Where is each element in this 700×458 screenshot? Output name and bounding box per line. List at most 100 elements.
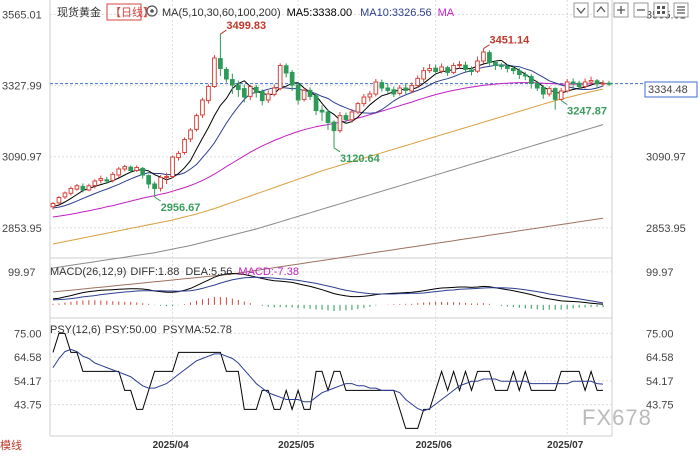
candle-body[interactable] — [319, 109, 325, 113]
candle-body[interactable] — [50, 203, 56, 208]
candle-body[interactable] — [158, 176, 163, 189]
candle-body[interactable] — [349, 111, 355, 121]
candle-body[interactable] — [433, 67, 438, 72]
candle-body[interactable] — [510, 68, 516, 72]
candle-body[interactable] — [469, 69, 474, 72]
candle-body[interactable] — [206, 86, 211, 102]
candle-body[interactable] — [164, 176, 169, 178]
candle-body[interactable] — [409, 85, 415, 92]
psy-panel[interactable] — [52, 332, 604, 429]
sidebar-label[interactable]: 模线 — [0, 438, 22, 452]
candle-body[interactable] — [558, 90, 564, 100]
candle-body[interactable] — [218, 58, 223, 69]
candle-body[interactable] — [301, 89, 307, 100]
macd-panel[interactable] — [52, 272, 604, 312]
candle-body[interactable] — [259, 91, 265, 102]
candle-body[interactable] — [176, 152, 181, 159]
candle-body[interactable] — [86, 185, 92, 191]
candle-body[interactable] — [134, 167, 140, 171]
candle-body[interactable] — [212, 57, 217, 87]
candle-body[interactable] — [74, 185, 80, 190]
candle-body[interactable] — [313, 95, 319, 112]
candle-body[interactable] — [439, 66, 444, 72]
candle-body[interactable] — [600, 82, 606, 85]
candle-body[interactable] — [68, 188, 74, 194]
candle-body[interactable] — [463, 64, 468, 70]
candle-body[interactable] — [200, 99, 205, 116]
candle-body[interactable] — [505, 65, 510, 70]
candle-body[interactable] — [140, 167, 146, 176]
candle-body[interactable] — [588, 80, 594, 83]
candle-body[interactable] — [355, 103, 361, 113]
candle-body[interactable] — [146, 175, 152, 185]
candle-body[interactable] — [582, 81, 588, 87]
candle-body[interactable] — [325, 111, 331, 123]
candle-body[interactable] — [457, 64, 462, 67]
price-panel[interactable]: 3499.83 3451.14 3120.64 2956.67 3247.87 — [50, 20, 645, 293]
period-tag[interactable]: 【日线】 — [110, 5, 154, 19]
candle-body[interactable] — [116, 168, 122, 176]
candle-body[interactable] — [229, 79, 235, 86]
candle-body[interactable] — [379, 82, 385, 89]
candle-body[interactable] — [247, 86, 253, 97]
candle-body[interactable] — [271, 87, 277, 96]
candle-body[interactable] — [415, 77, 421, 87]
settings-icon[interactable] — [146, 5, 158, 17]
minus-icon[interactable] — [633, 2, 649, 18]
candle-body[interactable] — [540, 86, 546, 95]
candle-body[interactable] — [528, 76, 534, 84]
candle-body[interactable] — [188, 129, 193, 140]
candle-body[interactable] — [373, 81, 379, 95]
candle-body[interactable] — [481, 51, 486, 62]
candle-body[interactable] — [445, 67, 450, 73]
candle-body[interactable] — [110, 173, 116, 181]
candle-body[interactable] — [522, 74, 528, 77]
candle-body[interactable] — [295, 84, 301, 101]
candle-body[interactable] — [182, 139, 187, 154]
candle-body[interactable] — [546, 88, 552, 95]
plus-icon[interactable] — [613, 2, 629, 18]
candle-body[interactable] — [307, 89, 313, 97]
candle-body[interactable] — [224, 68, 229, 80]
period-tag-box[interactable] — [106, 3, 142, 21]
down-arrow-icon[interactable] — [573, 2, 589, 18]
grid-icon[interactable] — [653, 2, 669, 18]
candle-body[interactable] — [493, 62, 498, 66]
candle-body[interactable] — [552, 88, 558, 100]
candle-body[interactable] — [122, 166, 128, 170]
candle-body[interactable] — [606, 82, 612, 85]
candle-body[interactable] — [516, 70, 522, 76]
candle-body[interactable] — [475, 60, 480, 72]
candle-body[interactable] — [170, 156, 175, 177]
candle-body[interactable] — [289, 71, 295, 86]
candle-body[interactable] — [277, 65, 283, 90]
candle-body[interactable] — [397, 87, 403, 94]
candle-body[interactable] — [194, 115, 199, 130]
candle-body[interactable] — [128, 166, 134, 171]
candle-body[interactable] — [594, 80, 600, 85]
candle-body[interactable] — [534, 83, 540, 89]
candle-body[interactable] — [92, 180, 98, 186]
candle-body[interactable] — [421, 70, 427, 80]
candle-body[interactable] — [253, 86, 259, 94]
candle-body[interactable] — [564, 81, 570, 92]
candle-body[interactable] — [361, 96, 367, 105]
candle-body[interactable] — [56, 197, 62, 204]
candle-body[interactable] — [427, 68, 433, 72]
candle-body[interactable] — [283, 65, 289, 74]
candle-body[interactable] — [80, 185, 86, 191]
candle-body[interactable] — [98, 178, 104, 181]
candle-body[interactable] — [487, 52, 492, 63]
candle-body[interactable] — [152, 183, 157, 189]
candle-body[interactable] — [337, 115, 343, 132]
candle-body[interactable] — [367, 93, 373, 98]
candle-body[interactable] — [576, 82, 582, 87]
candle-body[interactable] — [265, 93, 271, 101]
candle-body[interactable] — [451, 65, 456, 73]
candle-body[interactable] — [331, 121, 337, 132]
candle-body[interactable] — [403, 87, 409, 91]
candle-body[interactable] — [499, 64, 504, 67]
up-arrow-icon[interactable] — [593, 2, 609, 18]
